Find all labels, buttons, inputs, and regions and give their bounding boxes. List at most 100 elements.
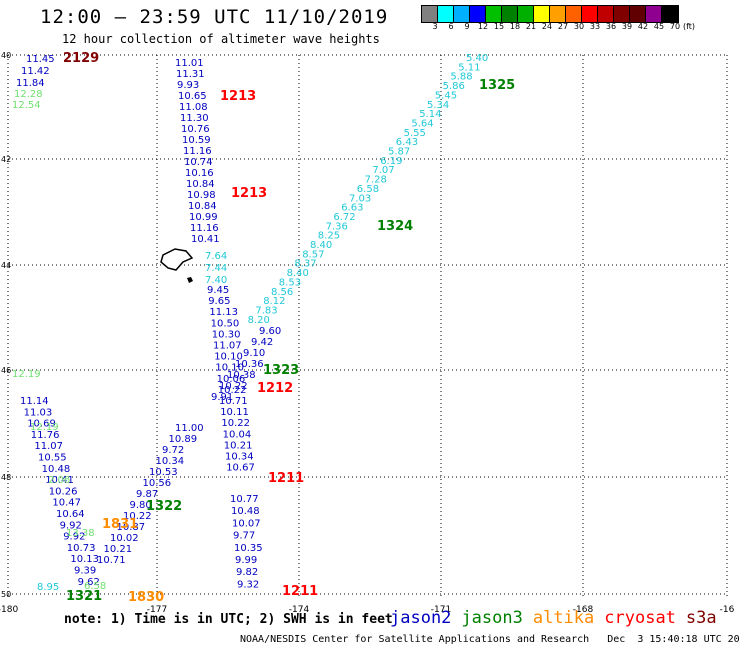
lon-label: -168 — [573, 605, 594, 615]
wave-reading: 10.47 — [52, 498, 81, 509]
wave-reading: 9.77 — [233, 531, 255, 542]
lat-label: 40 — [1, 51, 11, 60]
wave-reading: 11.14 — [20, 396, 49, 407]
wave-reading: 10.11 — [220, 407, 249, 418]
pass-time-label: 1323 — [263, 363, 299, 378]
wave-reading: 10.77 — [230, 494, 259, 505]
wave-reading: 13.38 — [66, 528, 95, 539]
satellite-legend-jason3: jason3 — [461, 608, 523, 628]
legend-swatch — [630, 6, 646, 22]
wave-reading: 10.71 — [219, 396, 248, 407]
wave-reading: 10.22 — [221, 418, 250, 429]
wave-reading: 10.69 — [27, 419, 56, 430]
pass-time-label: 1213 — [231, 186, 267, 201]
legend-swatch — [534, 6, 550, 22]
wave-reading: 6.72 — [333, 212, 355, 223]
wave-reading: 9.91 — [211, 392, 233, 403]
wave-reading: 8.40 — [310, 240, 332, 251]
wave-reading: 10.48 — [231, 506, 260, 517]
satellite-legend-s3a: s3a — [685, 608, 717, 628]
wave-reading: 11.07 — [213, 341, 242, 352]
wave-reading: 10.59 — [182, 135, 211, 146]
wave-reading: 5.40 — [466, 53, 488, 64]
lat-label: 46 — [1, 366, 11, 375]
wave-height-readings: 11.4511.4211.8412.2812.5411.0111.319.931… — [12, 53, 488, 593]
wave-reading: 5.86 — [443, 81, 465, 92]
wave-reading: 8.53 — [279, 277, 301, 288]
wave-reading: 7.40 — [205, 275, 227, 286]
wave-reading: 12.19 — [30, 422, 59, 433]
wave-reading: 11.16 — [183, 146, 212, 157]
wave-reading: 10.41 — [45, 475, 74, 486]
satellite-legend-cryosat: cryosat — [604, 608, 676, 628]
wave-reading: 9.87 — [136, 489, 158, 500]
wave-reading: 7.36 — [326, 221, 348, 232]
wave-reading: 12.19 — [12, 369, 41, 380]
wave-reading: 5.34 — [427, 100, 449, 111]
wave-reading: 11.45 — [26, 54, 55, 65]
pass-time-label: 1322 — [146, 499, 182, 514]
wave-reading: 10.84 — [188, 201, 217, 212]
wave-reading: 9.10 — [243, 348, 265, 359]
legend-swatch — [614, 6, 630, 22]
legend-swatch — [662, 6, 678, 22]
wave-reading: 9.93 — [177, 80, 199, 91]
pass-time-label: 1325 — [479, 78, 515, 93]
legend-label: 45 — [653, 22, 665, 31]
legend-swatch — [566, 6, 582, 22]
legend-label: 30 — [573, 22, 585, 31]
wave-reading: 9.92 — [63, 532, 85, 543]
wave-reading: 10.16 — [185, 168, 214, 179]
wave-reading: 6.58 — [357, 184, 379, 195]
wave-reading: 5.88 — [450, 72, 472, 83]
wave-reading: 9.82 — [236, 567, 258, 578]
legend-label: 27 — [557, 22, 569, 31]
legend-swatch — [422, 6, 438, 22]
wave-reading: 10.89 — [169, 434, 198, 445]
wave-reading: 7.64 — [205, 251, 227, 262]
wave-reading: 5.55 — [404, 128, 426, 139]
wave-reading: 7.03 — [349, 193, 371, 204]
wave-reading: 10.30 — [212, 329, 241, 340]
wave-reading: 10.71 — [97, 555, 126, 566]
wave-reading: 5.64 — [411, 118, 433, 129]
wave-reading: 10.65 — [178, 91, 207, 102]
wave-reading: 8.12 — [263, 296, 285, 307]
wave-reading: 10.34 — [156, 456, 185, 467]
island-landmass — [160, 248, 194, 283]
wave-reading: 7.07 — [372, 165, 394, 176]
lon-label: -171 — [431, 605, 451, 615]
legend-swatch — [646, 6, 662, 22]
wave-reading: 10.22 — [218, 385, 247, 396]
legend-label: 36 — [605, 22, 617, 31]
pass-time-label: 1831 — [102, 517, 138, 532]
wave-reading: 10.74 — [184, 157, 213, 168]
legend-label: 15 — [493, 22, 505, 31]
lon-label: -180 — [0, 605, 18, 615]
wave-reading: 10.21 — [224, 440, 253, 451]
wave-reading: 10.53 — [149, 467, 178, 478]
legend-unit: (ft) — [683, 22, 696, 31]
lat-label: 50 — [1, 590, 11, 599]
pass-time-label: 1212 — [257, 381, 293, 396]
wave-reading: 11.84 — [16, 78, 45, 89]
wave-reading: 9.72 — [162, 445, 184, 456]
wave-reading: 5.45 — [435, 90, 457, 101]
pass-time-label: 1211 — [268, 471, 304, 486]
wave-reading: 10.64 — [56, 509, 85, 520]
legend-swatch — [470, 6, 486, 22]
wave-reading: 10.50 — [211, 318, 240, 329]
wave-reading: 10.87 — [117, 522, 146, 533]
wave-reading: 6.43 — [396, 137, 418, 148]
wave-reading: 10.98 — [187, 190, 216, 201]
pass-time-labels: 2129 1213 1213 1325 1324 1323 1212 1211 1322 1831… — [63, 51, 515, 605]
wave-reading: 8.56 — [271, 287, 293, 298]
wave-reading: 8.95 — [37, 582, 59, 593]
wave-reading: 10.22 — [219, 381, 248, 392]
wave-reading: 10.21 — [104, 544, 133, 555]
wave-reading: 8.37 — [294, 259, 316, 270]
wave-reading: 7.44 — [205, 263, 227, 274]
legend-label: 3 — [432, 22, 438, 31]
legend-label: 70 — [669, 22, 681, 31]
